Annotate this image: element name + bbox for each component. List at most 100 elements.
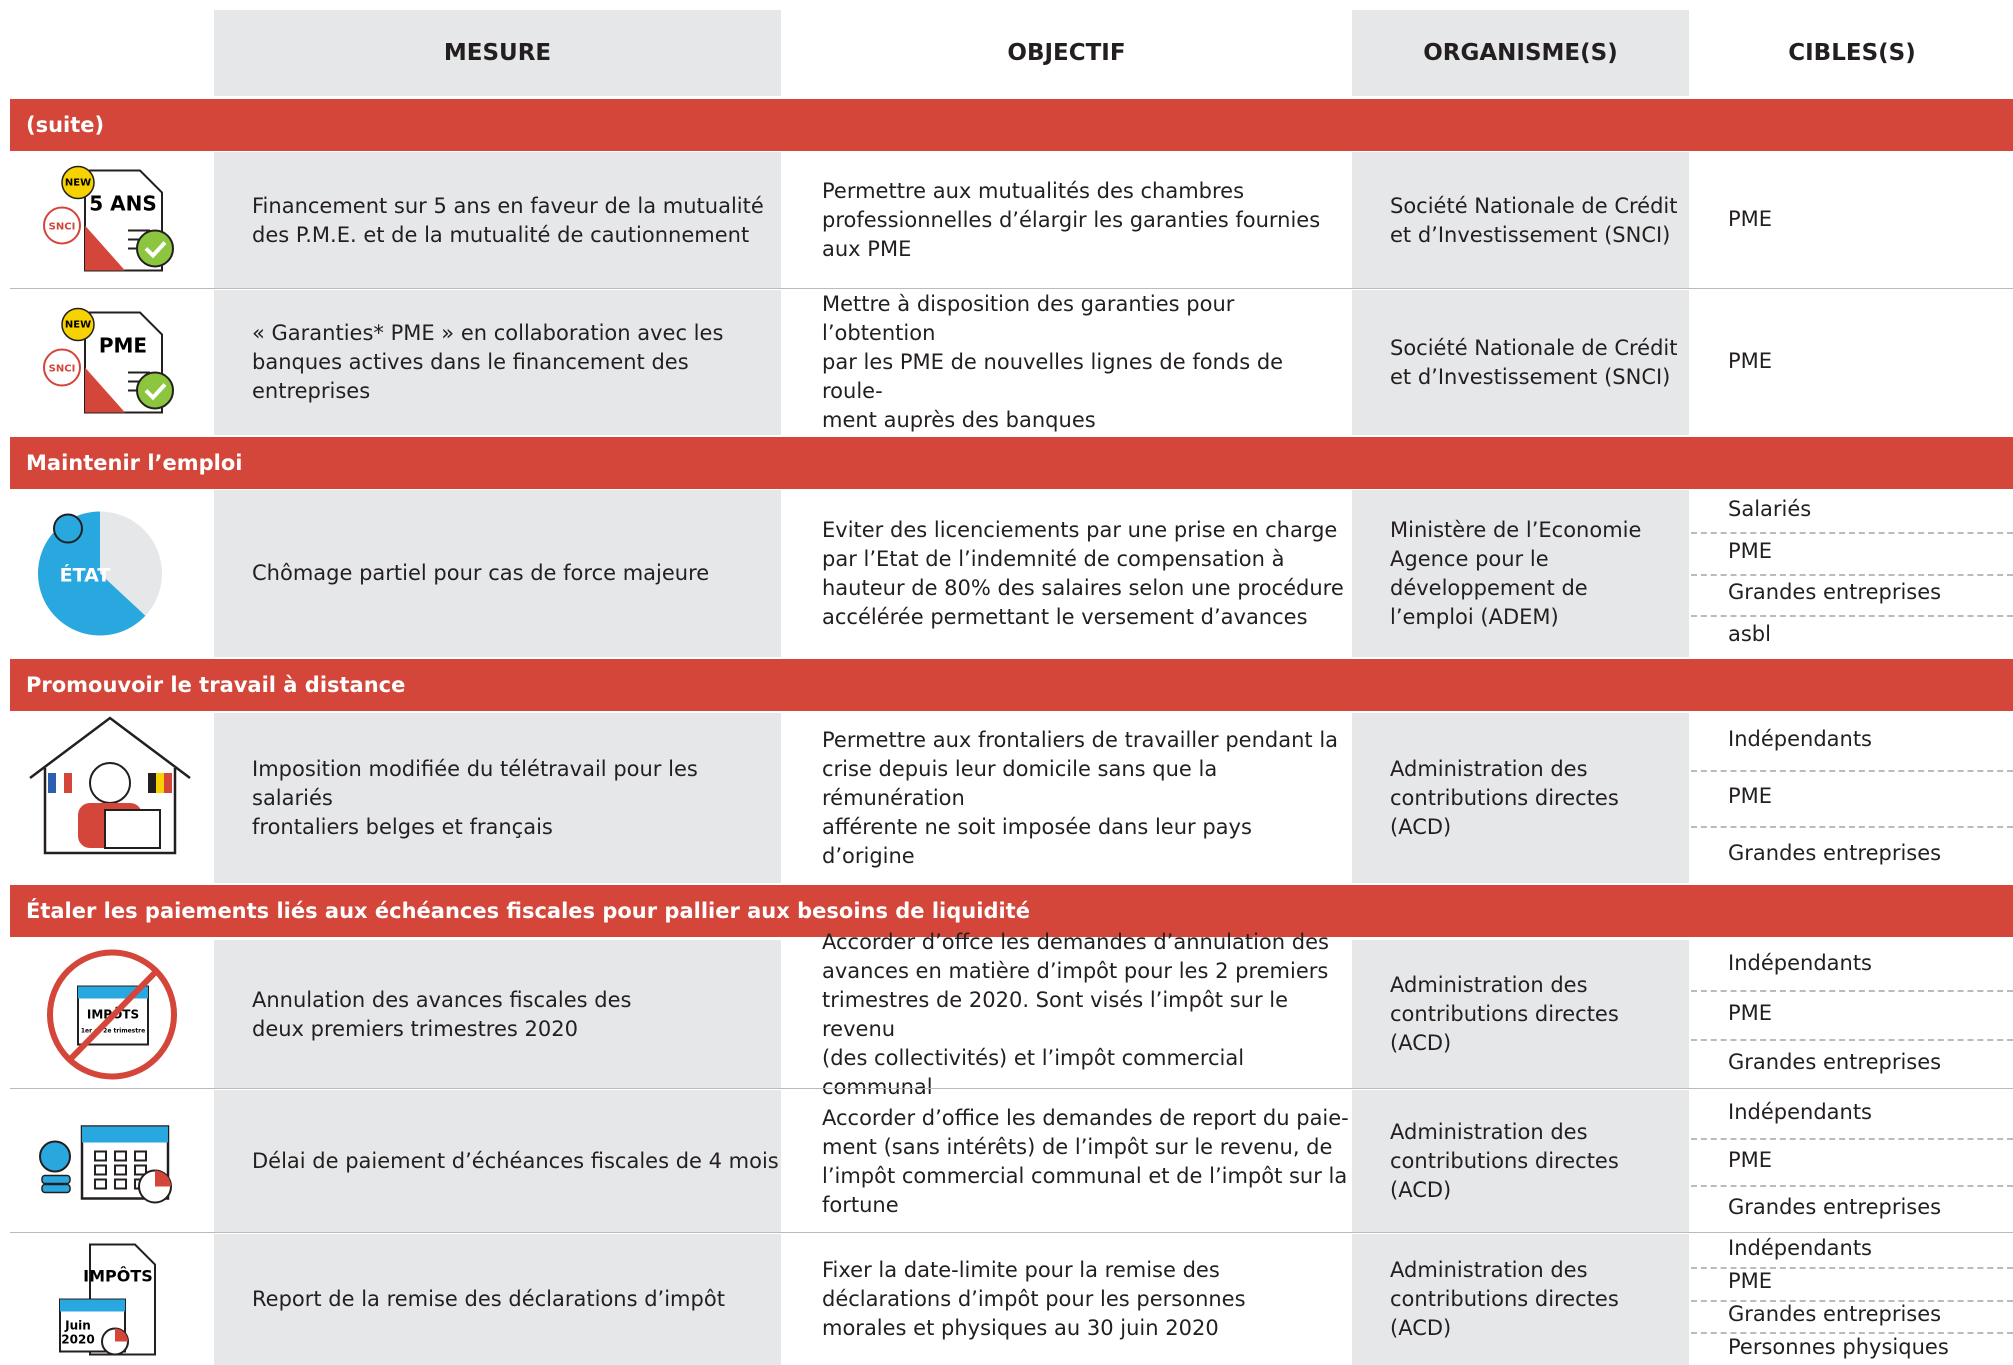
cible-divider	[1691, 989, 2013, 992]
mesure: Imposition modifiée du télétravail pour …	[214, 713, 781, 883]
mesure: Délai de paiement d’échéances fiscales d…	[214, 1090, 781, 1233]
cible: Salariés	[1728, 496, 1812, 521]
cible: PME	[1728, 784, 1773, 808]
icon: NEW PME SNCI	[43, 307, 174, 414]
row-divider	[10, 1088, 2013, 1089]
icon-shape	[85, 367, 125, 413]
section-title: Étaler les paiements liés aux échéances …	[10, 885, 2013, 937]
icon-shape	[94, 1164, 107, 1176]
row-divider	[10, 288, 2013, 289]
icon-shape	[56, 773, 64, 793]
icon-shape	[155, 1170, 171, 1187]
icon-label: SNCI	[49, 364, 76, 375]
organisme: Administration des contributions directe…	[1352, 1234, 1689, 1365]
objectif: Accorder d’office les demandes de report…	[822, 1105, 1349, 1217]
icon-shape	[61, 165, 95, 200]
cible: PME	[1728, 1147, 1773, 1172]
cible-divider	[1691, 1137, 2013, 1140]
cible: PME	[1728, 1269, 1773, 1294]
cible: Indépendants	[1728, 1099, 1872, 1124]
icon: IMPÔTS1er et 2e trimestre	[47, 949, 177, 1080]
cible: Grandes entreprises	[1728, 580, 1942, 605]
icon-label: PME	[99, 334, 147, 358]
icon-shape	[53, 513, 83, 544]
icon-shape	[64, 773, 72, 793]
icon-shape	[144, 383, 167, 401]
icon: ÉTAT	[37, 511, 162, 636]
cible-divider	[1691, 1332, 2013, 1335]
icon-shape	[114, 1164, 127, 1176]
icon-label: ÉTAT	[60, 564, 111, 587]
organisme: Administration des contributions directe…	[1352, 940, 1689, 1089]
icon-label: 1er et 2e trimestre	[81, 1028, 145, 1035]
cible-divider	[1691, 1266, 2013, 1269]
cible: Grandes entreprises	[1728, 840, 1942, 865]
icon-shape	[43, 206, 81, 245]
cible: Grandes entreprises	[1728, 1050, 1942, 1075]
icon-shape	[156, 773, 164, 793]
icon-shape	[136, 371, 174, 410]
icon-label: IMPÔTS	[83, 1267, 153, 1286]
icon-shape	[29, 716, 191, 855]
icon-shape	[115, 1328, 128, 1342]
organisme: Société Nationale de Crédit et d’Investi…	[1352, 290, 1689, 435]
cible-divider	[1691, 826, 2013, 829]
objectif: Permettre aux frontaliers de travailler …	[822, 727, 1339, 868]
column-header: CIBLES(S)	[1788, 39, 1916, 66]
icon-shape	[104, 809, 161, 849]
column-header: ORGANISME(S)	[1352, 10, 1689, 96]
icon	[39, 1125, 172, 1204]
cible-divider	[1691, 1039, 2013, 1042]
mesure: Report de la remise des déclarations d’i…	[214, 1234, 781, 1365]
cible: PME	[1728, 348, 1773, 373]
objectif: Permettre aux mutualités des chambres pr…	[822, 179, 1321, 261]
icon-shape	[134, 1150, 147, 1162]
icon-shape	[89, 762, 131, 804]
cible-divider	[1691, 615, 2013, 618]
icon-shape	[61, 307, 95, 342]
icon-shape	[67, 967, 161, 1062]
cible: Personnes physiques	[1728, 1334, 1949, 1359]
icon-label: 2020	[61, 1333, 94, 1347]
objectif: Fixer la date-limite pour la remise des …	[822, 1258, 1246, 1340]
column-header: OBJECTIF	[1007, 39, 1126, 66]
icon-shape	[136, 229, 174, 268]
mesure: Chômage partiel pour cas de force majeur…	[214, 490, 781, 657]
cible: PME	[1728, 206, 1773, 231]
cible-divider	[1691, 531, 2013, 534]
organisme: Société Nationale de Crédit et d’Investi…	[1352, 152, 1689, 289]
objectif: Eviter des licenciements par une prise e…	[822, 517, 1344, 629]
icon-label: NEW	[65, 178, 91, 189]
cible: Indépendants	[1728, 727, 1872, 752]
row-divider	[10, 1232, 2013, 1233]
cible: Grandes entreprises	[1728, 1195, 1942, 1220]
cible-divider	[1691, 1185, 2013, 1188]
mesure: « Garanties* PME » en collaboration avec…	[214, 290, 781, 435]
organisme: Administration des contributions directe…	[1352, 1090, 1689, 1233]
cible: PME	[1728, 538, 1773, 563]
cible-divider	[1691, 769, 2013, 772]
cible: asbl	[1728, 622, 1771, 647]
icon-shape	[148, 773, 156, 793]
icon-shape	[41, 1174, 71, 1185]
icon-shape	[43, 348, 81, 387]
cible: Indépendants	[1728, 950, 1872, 975]
cible-divider	[1691, 1299, 2013, 1302]
cible: Indépendants	[1728, 1236, 1872, 1261]
section-title: Promouvoir le travail à distance	[10, 659, 2013, 711]
icon-shape	[41, 1183, 71, 1194]
icon-shape	[114, 1178, 127, 1190]
column-header: MESURE	[214, 10, 781, 96]
icon-shape	[60, 1299, 125, 1312]
icon-label: Juin	[64, 1319, 91, 1333]
section-title: Maintenir l’emploi	[10, 437, 2013, 489]
organisme: Ministère de l’Economie Agence pour le d…	[1352, 490, 1689, 657]
icon-shape	[82, 1126, 168, 1143]
objectif: Accorder d’offce les demandes d’annulati…	[822, 929, 1329, 1099]
icon-shape	[85, 225, 125, 271]
icon: NEW 5 ANS SNCI	[43, 165, 174, 272]
icon-label: 5 ANS	[89, 192, 157, 216]
icon-label: NEW	[65, 320, 91, 331]
